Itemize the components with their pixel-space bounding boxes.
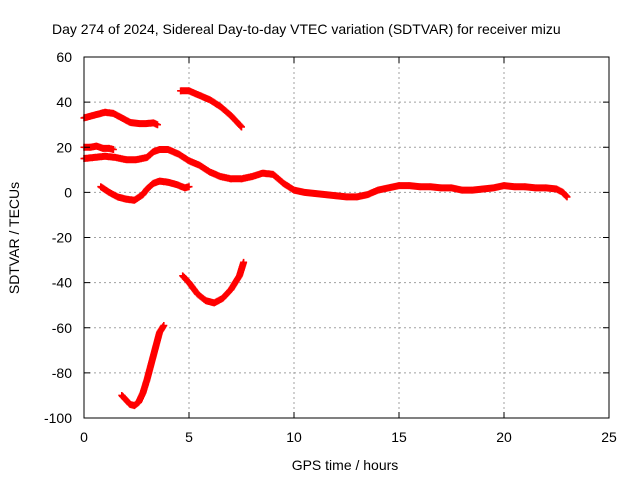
x-tick-label: 20	[496, 429, 512, 445]
y-tick-label: -100	[44, 410, 72, 426]
series-band-arc-main	[81, 146, 570, 201]
x-axis-ticks: 0 5 10 15 20 25	[80, 57, 617, 445]
y-tick-label: -40	[52, 275, 72, 291]
series-arc-bowl	[179, 258, 248, 307]
series-arc-lowest	[118, 321, 168, 410]
y-tick-label: -20	[52, 230, 72, 246]
series-arc-20-short	[80, 142, 117, 154]
series-arc-upper-falling	[177, 87, 245, 131]
series-arc-main	[80, 146, 571, 201]
x-tick-label: 5	[185, 429, 193, 445]
series-band-arc-upper-falling	[178, 87, 245, 130]
series-band-arc-upper-early	[81, 108, 160, 128]
series-arc-middle	[97, 177, 193, 204]
series-arc-upper-early	[80, 108, 161, 129]
grid-lines	[84, 57, 609, 418]
series-band-arc-middle	[98, 177, 192, 204]
y-axis-ticks: -100 -80 -60 -40 -20 0 20 40 60	[44, 49, 609, 426]
x-tick-label: 25	[601, 429, 617, 445]
y-axis-title: SDTVAR / TECUs	[6, 182, 22, 294]
y-tick-label: -60	[52, 320, 72, 336]
x-tick-label: 0	[80, 429, 88, 445]
y-tick-label: -80	[52, 365, 72, 381]
data-series	[80, 87, 571, 410]
x-axis-title: GPS time / hours	[292, 457, 399, 473]
y-tick-label: 20	[56, 139, 72, 155]
x-tick-label: 10	[286, 429, 302, 445]
series-band-arc-bowl	[180, 259, 247, 307]
series-band-arc-lowest	[119, 323, 167, 409]
x-tick-label: 15	[391, 429, 407, 445]
chart-title: Day 274 of 2024, Sidereal Day-to-day VTE…	[52, 21, 561, 37]
y-tick-label: 40	[56, 94, 72, 110]
y-tick-label: 60	[56, 49, 72, 65]
y-tick-label: 0	[64, 184, 72, 200]
